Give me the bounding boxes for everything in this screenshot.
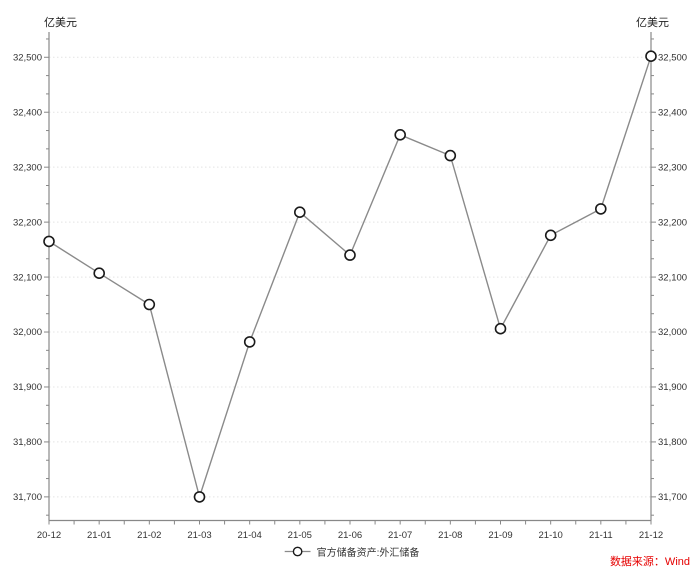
data-point-marker [344, 249, 356, 261]
data-point-marker [243, 336, 256, 348]
y-tick-label-right: 32,300 [658, 162, 687, 173]
legend-label: 官方储备资产:外汇储备 [316, 548, 420, 559]
data-point-marker [594, 203, 607, 215]
data-point-marker [293, 206, 306, 218]
y-tick-label-right: 32,400 [658, 107, 687, 118]
data-point-marker [544, 229, 557, 242]
x-tick-label: 21-07 [388, 530, 412, 541]
data-point-marker [43, 235, 55, 248]
y-tick-label-right: 32,200 [658, 217, 687, 228]
y-tick-label-right: 31,900 [658, 382, 687, 393]
data-point-marker [494, 322, 507, 335]
data-point-marker [394, 129, 407, 141]
x-tick-label: 21-03 [187, 530, 211, 541]
x-tick-label: 21-09 [488, 530, 512, 541]
data-point-marker [193, 491, 206, 503]
y-tick-label-left: 31,900 [13, 382, 42, 393]
x-tick-label: 21-08 [438, 530, 462, 541]
y-tick-label-left: 32,000 [13, 327, 42, 338]
x-tick-label: 20-12 [37, 530, 61, 541]
y-tick-label-right: 31,800 [658, 437, 687, 448]
y-tick-label-right: 32,100 [658, 272, 687, 283]
legend: 官方储备资产:外汇储备 [284, 544, 420, 559]
x-tick-label: 21-06 [338, 530, 362, 541]
data-point-marker [143, 298, 156, 311]
x-tick-label: 21-10 [539, 530, 563, 541]
y-tick-label-right: 32,500 [658, 52, 687, 63]
data-point-marker [93, 267, 105, 280]
legend-line-marker-icon [284, 546, 311, 557]
data-point-marker [645, 50, 657, 63]
y-tick-label-left: 32,400 [13, 107, 42, 118]
series-line [48, 55, 652, 500]
y-tick-label-left: 32,500 [13, 52, 42, 63]
left-axis-unit-title: 亿美元 [44, 17, 77, 29]
x-tick-label: 21-11 [589, 530, 613, 541]
data-point-marker [444, 149, 457, 162]
y-tick-label-right: 32,000 [658, 327, 687, 338]
y-tick-label-left: 31,800 [13, 437, 42, 448]
y-tick-label-left: 31,700 [13, 492, 42, 503]
x-tick-label: 21-12 [639, 530, 663, 541]
y-tick-label-left: 32,100 [13, 272, 42, 283]
right-axis-unit-title: 亿美元 [636, 17, 669, 29]
x-tick-label: 21-04 [238, 530, 262, 541]
y-tick-label-left: 32,200 [13, 217, 42, 228]
y-tick-label-left: 32,300 [13, 162, 42, 173]
x-tick-label: 21-01 [87, 530, 111, 541]
y-tick-label-right: 31,700 [658, 492, 687, 503]
x-tick-label: 21-02 [137, 530, 161, 541]
data-source-label: 数据来源：Wind [609, 556, 690, 568]
x-tick-label: 21-05 [288, 530, 312, 541]
